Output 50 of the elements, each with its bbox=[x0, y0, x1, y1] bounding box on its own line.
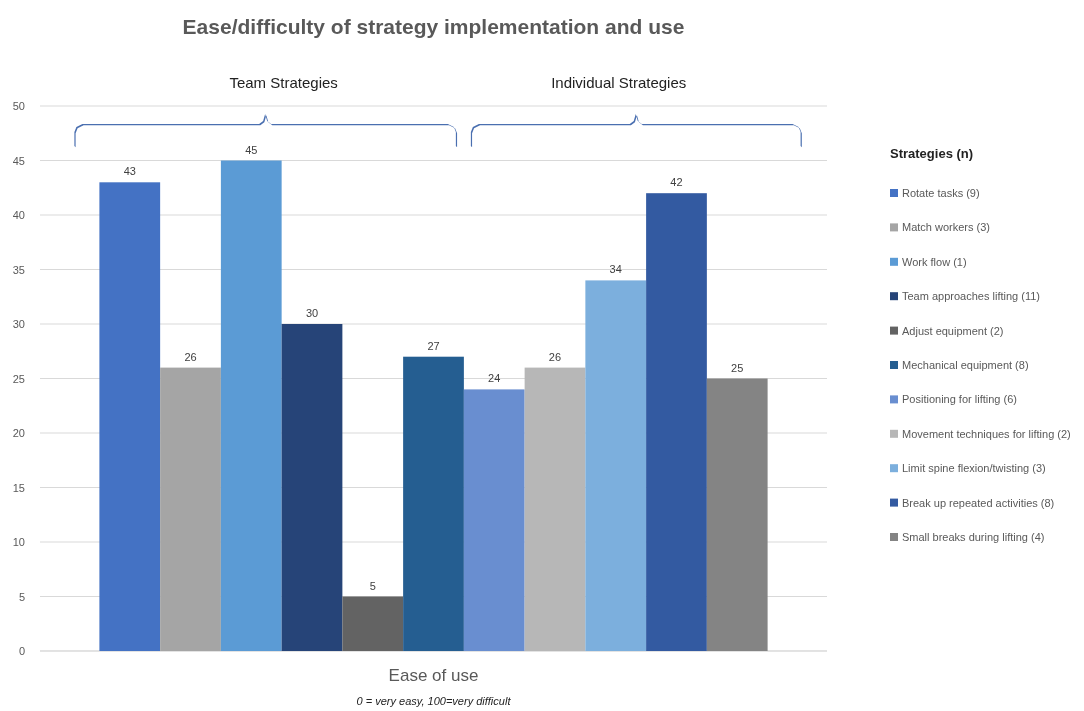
text: Individual Strategies bbox=[551, 74, 687, 91]
bar bbox=[463, 389, 525, 651]
y-tick-label: 30 bbox=[12, 318, 25, 330]
y-tick-label: 35 bbox=[12, 263, 25, 276]
data-label: 26 bbox=[548, 350, 562, 363]
legend-label: Match workers (3) bbox=[902, 221, 991, 234]
data-label: 27 bbox=[427, 339, 440, 352]
y-tick-label: 15 bbox=[12, 481, 25, 494]
bar bbox=[524, 367, 586, 651]
bar bbox=[220, 160, 282, 651]
text: 0 = very easy, 100=very difficult bbox=[356, 695, 512, 707]
bar bbox=[160, 367, 221, 651]
legend-label: Movement techniques for lifting (2) bbox=[902, 427, 1071, 440]
data-label: 24 bbox=[488, 372, 501, 385]
bar bbox=[342, 596, 404, 651]
legend-label: Adjust equipment (2) bbox=[902, 324, 1004, 337]
data-label: 30 bbox=[305, 307, 319, 319]
data-label: 5 bbox=[369, 579, 376, 592]
x-tick-label: Ease of use bbox=[388, 666, 479, 685]
y-tick-label: 25 bbox=[12, 372, 25, 385]
legend-label: Team approaches lifting (11) bbox=[902, 290, 1040, 303]
legend-label: Small breaks during lifting (4) bbox=[902, 531, 1045, 543]
data-label: 42 bbox=[670, 176, 683, 189]
chart-title: Ease/difficulty of strategy implementation and use bbox=[182, 15, 685, 38]
y-tick-label: 5 bbox=[18, 590, 25, 603]
bar bbox=[403, 356, 464, 651]
bar bbox=[706, 378, 768, 651]
bar bbox=[281, 324, 343, 651]
legend-label: Positioning for lifting (6) bbox=[902, 393, 1017, 406]
y-tick-label: 20 bbox=[12, 427, 25, 439]
data-label: 43 bbox=[123, 165, 136, 178]
legend-label: Rotate tasks (9) bbox=[902, 187, 980, 199]
y-tick-label: 50 bbox=[12, 100, 25, 112]
bar bbox=[646, 193, 707, 651]
data-label: 25 bbox=[731, 361, 744, 374]
y-tick-label: 45 bbox=[12, 154, 25, 167]
y-tick-label: 0 bbox=[18, 645, 25, 657]
data-label: 45 bbox=[245, 143, 258, 156]
y-tick-label: 40 bbox=[12, 209, 25, 221]
legend-label: Work flow (1) bbox=[902, 255, 967, 268]
legend-label: Break up repeated activities (8) bbox=[902, 496, 1055, 509]
legend-label: Mechanical equipment (8) bbox=[902, 359, 1029, 371]
bar bbox=[99, 182, 161, 651]
data-label: 26 bbox=[184, 350, 197, 363]
data-label: 34 bbox=[609, 263, 622, 276]
legend-label: Limit spine flexion/twisting (3) bbox=[902, 462, 1046, 475]
y-tick-label: 10 bbox=[12, 536, 25, 548]
text: Team Strategies bbox=[229, 74, 338, 91]
legend-title: Strategies (n) bbox=[890, 146, 974, 161]
bar bbox=[585, 280, 647, 651]
